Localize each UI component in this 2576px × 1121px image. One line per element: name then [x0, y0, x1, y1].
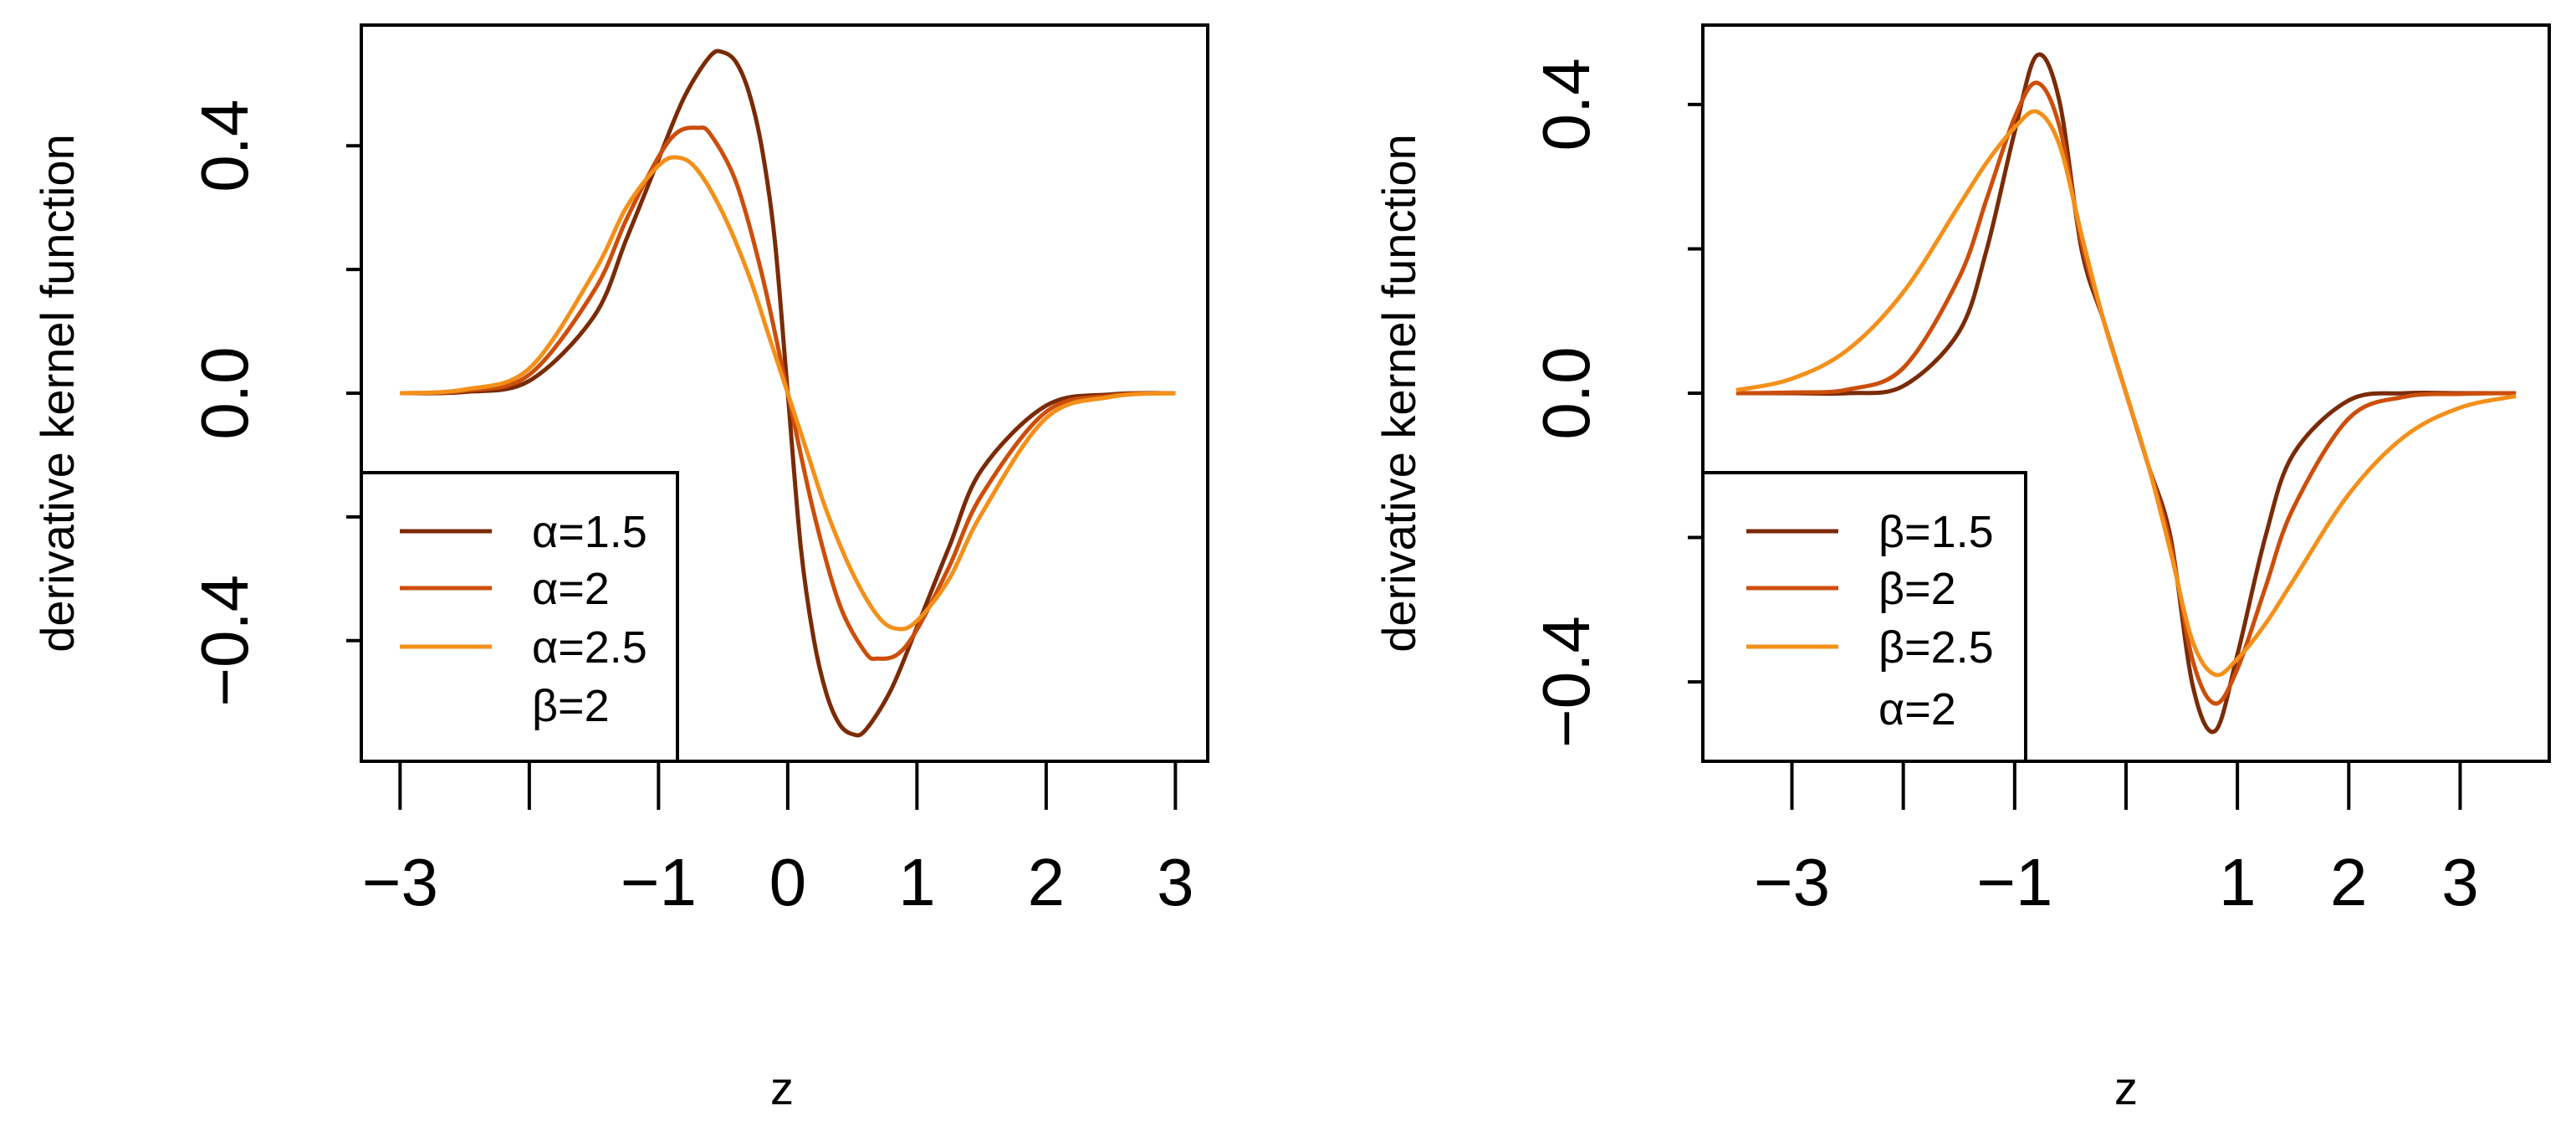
legend-label-alpha-1-5: α=1.5: [532, 507, 647, 557]
y-axis: −0.4 0.0 0.4: [1529, 58, 1703, 748]
y-tick-label: −0.4: [1529, 616, 1603, 748]
x-tick-label: 3: [1157, 845, 1194, 919]
x-tick-label: 1: [2219, 845, 2257, 919]
x-axis: −3 −1 1 2 3: [1754, 761, 2479, 919]
y-tick-label: 0.4: [187, 100, 262, 192]
x-axis-label: z: [2114, 1062, 2138, 1114]
x-tick-label: −1: [621, 845, 697, 919]
y-tick-label: −0.4: [187, 575, 262, 707]
alpha-panel: −0.4 0.0 0.4 −3 −1 0 1 2 3 derivative kernel fu…: [31, 23, 1209, 1114]
x-tick-label: 1: [898, 845, 936, 919]
x-axis-label: z: [770, 1062, 794, 1114]
legend-note-alpha: α=2: [1878, 684, 1956, 735]
curve-beta-2-5: [1735, 109, 2517, 678]
x-tick-label: 2: [2330, 845, 2368, 919]
x-tick-label: 2: [1028, 845, 1066, 919]
y-tick-label: 0.4: [1529, 58, 1603, 151]
x-tick-label: 3: [2441, 845, 2479, 919]
legend-box: [1701, 471, 2027, 763]
legend-label-alpha-2-5: α=2.5: [532, 622, 647, 673]
beta-panel: −0.4 0.0 0.4 −3 −1 1 2 3 derivative kernel fun…: [1372, 23, 2551, 1114]
x-tick-label: −1: [1976, 845, 2052, 919]
x-tick-label: 0: [769, 845, 807, 919]
y-axis-label: derivative kernel function: [1372, 134, 1425, 652]
legend: β=1.5 β=2 β=2.5 α=2: [1701, 471, 2027, 763]
x-tick-label: −3: [1754, 845, 1830, 919]
y-axis-label: derivative kernel function: [31, 134, 84, 652]
legend-label-beta-2: β=2: [1878, 564, 1956, 614]
legend-note-beta: β=2: [532, 681, 610, 731]
y-axis: −0.4 0.0 0.4: [187, 100, 361, 707]
legend-label-beta-2-5: β=2.5: [1878, 622, 1994, 673]
curve-alpha-2-5: [400, 155, 1176, 632]
legend-box: [360, 471, 679, 763]
x-tick-label: −3: [362, 845, 438, 919]
legend-label-beta-1-5: β=1.5: [1878, 507, 1994, 557]
legend-label-alpha-2: α=2: [532, 564, 610, 614]
y-tick-label: 0.0: [187, 346, 262, 439]
x-axis: −3 −1 0 1 2 3: [362, 761, 1194, 919]
curves-group: [1735, 52, 2517, 735]
y-tick-label: 0.0: [1529, 346, 1603, 439]
curves-group: [400, 49, 1176, 738]
legend: α=1.5 α=2 α=2.5 β=2: [360, 471, 679, 763]
